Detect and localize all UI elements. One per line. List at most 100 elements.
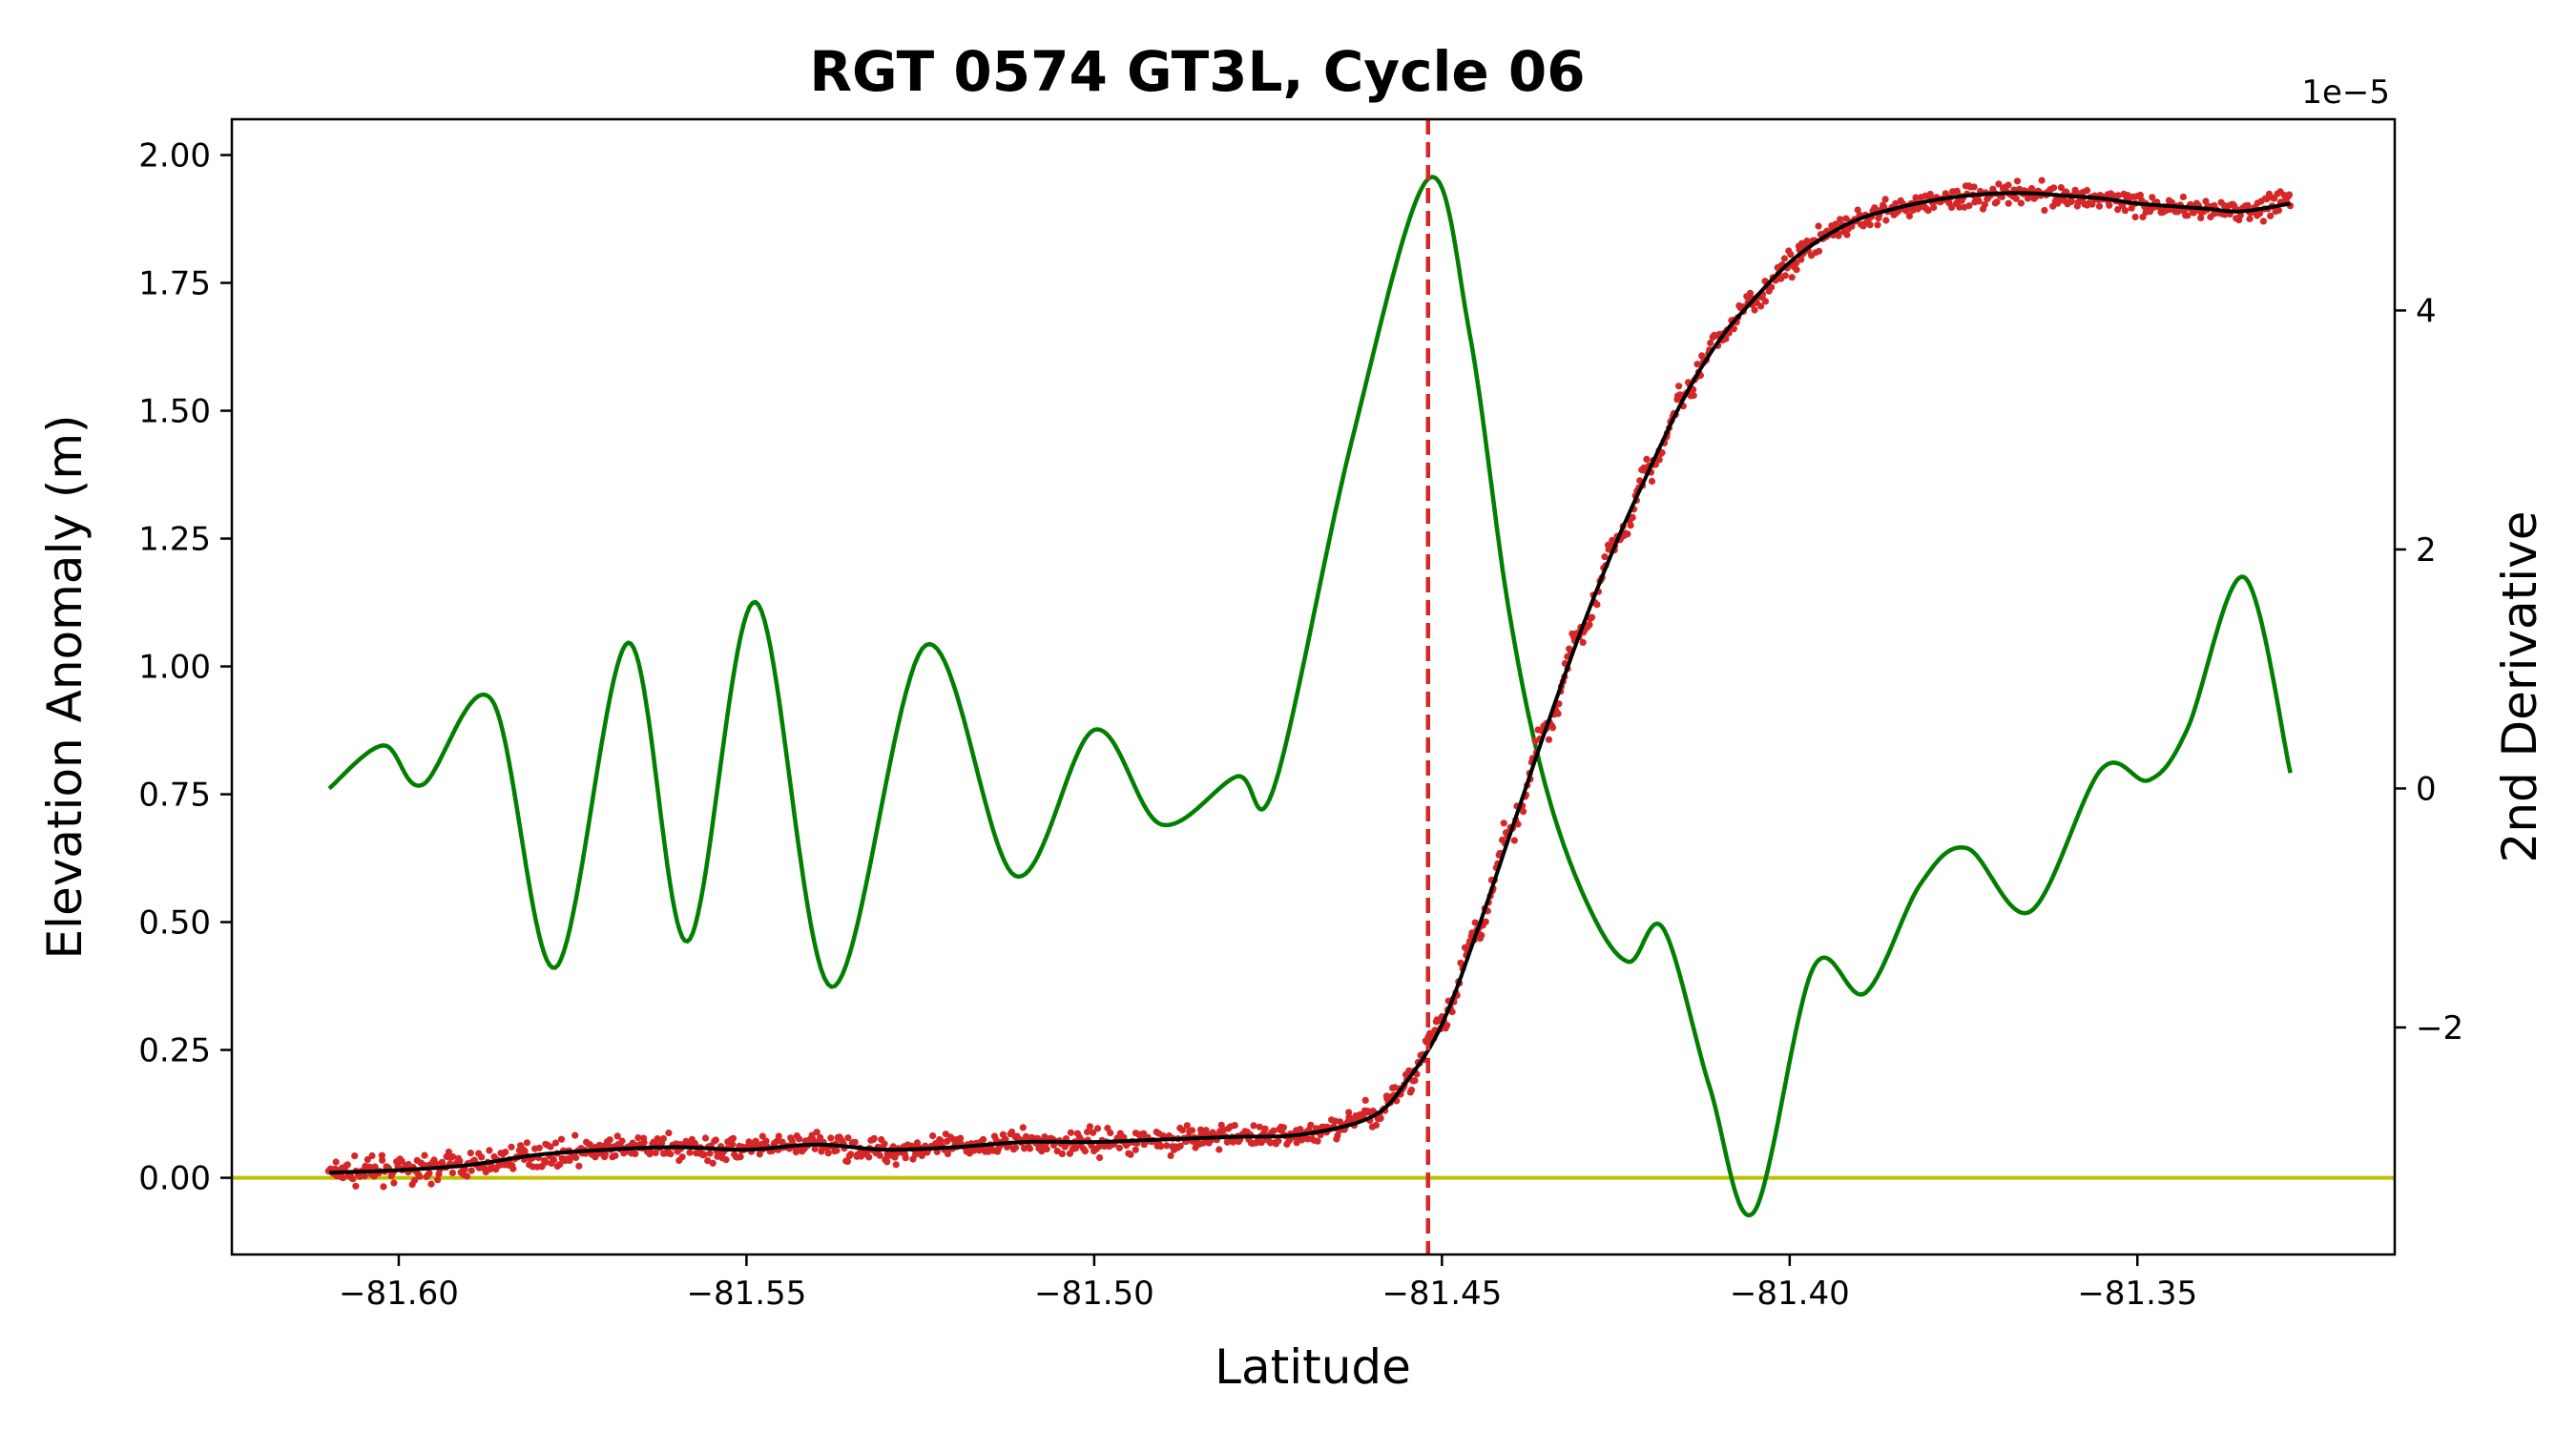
elevation-point <box>601 1151 610 1158</box>
elevation-point <box>1514 820 1522 828</box>
elevation-point <box>876 1151 883 1159</box>
elevation-point <box>1953 187 1961 195</box>
elevation-point <box>1090 1129 1097 1136</box>
elevation-point <box>461 1166 468 1173</box>
elevation-point <box>2259 218 2267 225</box>
elevation-point <box>2246 215 2254 222</box>
x-tick-label: −81.50 <box>1034 1275 1154 1313</box>
y-tick-label: 1.50 <box>138 393 211 431</box>
elevation-point <box>1843 231 1851 238</box>
y2-tick-label: −2 <box>2416 1009 2463 1047</box>
elevation-point <box>1071 1145 1079 1152</box>
elevation-point <box>1970 183 1978 191</box>
elevation-point <box>1624 530 1631 538</box>
elevation-point <box>2149 194 2156 201</box>
elevation-point <box>1086 1123 1093 1130</box>
elevation-point <box>1675 383 1683 390</box>
x-tick-label: −81.45 <box>1381 1275 1502 1313</box>
elevation-point <box>1866 221 1874 229</box>
elevation-point <box>1361 1096 1369 1104</box>
elevation-point <box>1975 197 1983 205</box>
elevation-point <box>709 1159 717 1167</box>
elevation-point <box>1882 217 1890 224</box>
elevation-point <box>659 1134 668 1143</box>
elevation-point <box>1837 216 1844 223</box>
elevation-point <box>1780 255 1788 262</box>
x-axis-label: Latitude <box>1215 1339 1411 1395</box>
elevation-point <box>883 1158 891 1166</box>
elevation-point <box>2083 187 2091 195</box>
elevation-point <box>1965 202 1973 210</box>
elevation-point <box>1930 203 1938 212</box>
elevation-point <box>1183 1122 1191 1130</box>
elevation-point <box>1448 1008 1456 1016</box>
elevation-point <box>1314 1137 1321 1145</box>
elevation-point <box>1377 1114 1384 1122</box>
elevation-point <box>351 1152 359 1160</box>
y2-tick-label: 2 <box>2416 531 2437 570</box>
elevation-point <box>434 1176 442 1184</box>
elevation-point <box>1297 1126 1304 1133</box>
elevation-point <box>380 1183 387 1191</box>
elevation-point <box>1787 251 1795 259</box>
elevation-point <box>729 1134 737 1142</box>
elevation-point <box>1178 1127 1187 1134</box>
elevation-point <box>1593 601 1601 609</box>
elevation-point <box>1658 448 1666 457</box>
y2-tick-label: 0 <box>2416 770 2437 808</box>
elevation-point <box>851 1138 859 1146</box>
elevation-point <box>1835 232 1842 239</box>
elevation-point <box>1270 1127 1278 1134</box>
elevation-point <box>2041 206 2048 215</box>
elevation-point <box>844 1134 852 1142</box>
y-tick-label: 0.50 <box>138 904 211 943</box>
elevation-point <box>833 1147 841 1154</box>
elevation-point <box>722 1156 730 1164</box>
elevation-point <box>1107 1129 1114 1137</box>
elevation-point <box>980 1135 987 1143</box>
elevation-point <box>667 1151 675 1158</box>
elevation-point <box>957 1134 965 1142</box>
axes-frame <box>230 117 2397 1256</box>
elevation-point <box>432 1160 440 1168</box>
elevation-point <box>2005 199 2012 207</box>
elevation-point <box>343 1161 351 1169</box>
elevation-point <box>618 1137 626 1145</box>
y2-axis-label: 2nd Derivative <box>2492 511 2547 863</box>
elevation-point <box>1707 339 1714 347</box>
elevation-point <box>1609 536 1616 545</box>
elevation-point <box>2057 184 2065 192</box>
elevation-point <box>1730 325 1737 333</box>
elevation-point <box>2050 184 2058 192</box>
y-tick-label: 1.75 <box>138 265 211 303</box>
elevation-point <box>827 1134 835 1142</box>
elevation-point <box>523 1139 531 1147</box>
elevation-point <box>1167 1151 1174 1159</box>
y-tick-label: 2.00 <box>138 137 211 176</box>
elevation-point <box>1993 198 2001 206</box>
elevation-point <box>332 1158 340 1166</box>
elevation-point <box>1482 918 1489 925</box>
elevation-point <box>1793 259 1800 267</box>
elevation-point <box>1132 1146 1139 1153</box>
elevation-point <box>1510 837 1518 844</box>
elevation-point <box>509 1165 517 1172</box>
elevation-point <box>1468 929 1476 937</box>
elevation-point <box>2184 212 2192 219</box>
elevation-point <box>1275 1137 1282 1145</box>
elevation-point <box>847 1151 855 1158</box>
elevation-point <box>1256 1123 1263 1130</box>
elevation-point <box>1892 199 1900 207</box>
elevation-point <box>550 1156 558 1164</box>
elevation-point <box>1215 1146 1223 1153</box>
elevation-point <box>704 1157 712 1165</box>
elevation-point <box>449 1152 457 1161</box>
elevation-point <box>2017 199 2025 207</box>
y2-offset-label: 1e−5 <box>2301 73 2390 112</box>
y-tick-label: 1.25 <box>138 521 211 559</box>
elevation-point <box>340 1174 347 1182</box>
elevation-point <box>1127 1151 1134 1158</box>
elevation-point <box>521 1148 529 1155</box>
elevation-point <box>729 1140 737 1149</box>
